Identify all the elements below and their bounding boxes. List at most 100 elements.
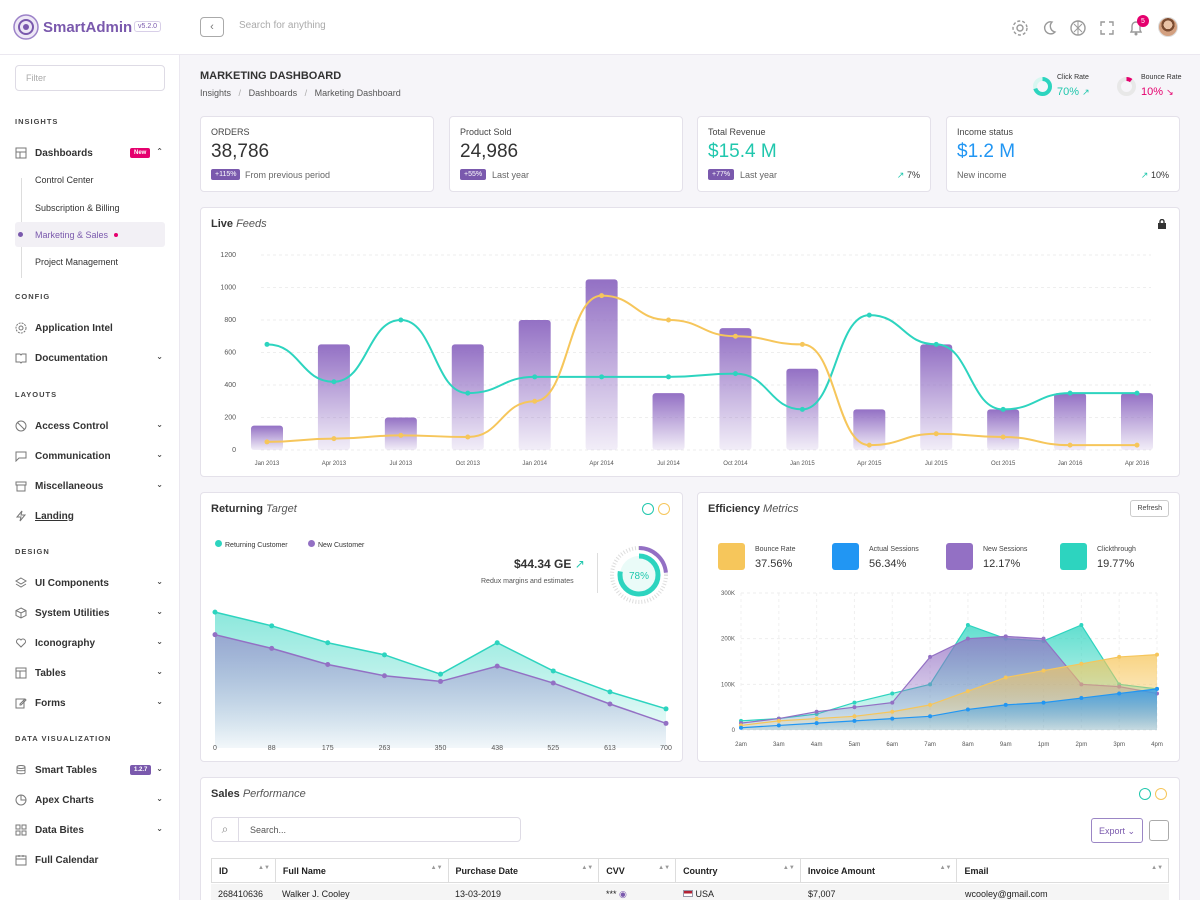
data-point[interactable]: [732, 371, 738, 377]
data-point[interactable]: [465, 390, 471, 396]
chevron-down-icon[interactable]: ⌄: [156, 450, 163, 459]
refresh-button[interactable]: Refresh: [1130, 500, 1169, 517]
data-point[interactable]: [1079, 661, 1084, 666]
column-country[interactable]: Country ▲▼: [676, 859, 801, 882]
data-point[interactable]: [814, 716, 819, 721]
chevron-down-icon[interactable]: ⌄: [156, 697, 163, 706]
data-point[interactable]: [1003, 702, 1008, 707]
column-full-name[interactable]: Full Name ▲▼: [276, 859, 449, 882]
aperture-icon[interactable]: [1068, 18, 1088, 38]
bar[interactable]: [1054, 393, 1087, 450]
settings-button[interactable]: [1155, 788, 1167, 800]
data-point[interactable]: [1134, 390, 1140, 396]
chevron-down-icon[interactable]: ⌄: [156, 637, 163, 646]
data-point[interactable]: [866, 312, 872, 318]
data-point[interactable]: [928, 654, 933, 659]
data-point[interactable]: [965, 707, 970, 712]
data-point[interactable]: [799, 341, 805, 347]
data-point[interactable]: [732, 333, 738, 339]
data-point[interactable]: [776, 718, 781, 723]
data-point[interactable]: [739, 725, 743, 730]
fullscreen-icon[interactable]: [1097, 18, 1117, 38]
sidebar-item-control-center[interactable]: Control Center: [35, 175, 94, 185]
bell-icon[interactable]: [1126, 18, 1146, 38]
data-point[interactable]: [965, 689, 970, 694]
sidebar-item-marketing[interactable]: Marketing & Sales: [35, 230, 109, 240]
data-point[interactable]: [532, 398, 538, 404]
sidebar-item-miscellaneous[interactable]: Miscellaneous ⌄: [15, 475, 165, 497]
bar[interactable]: [451, 344, 484, 450]
data-point[interactable]: [965, 622, 970, 627]
collapse-sidebar-button[interactable]: ‹: [200, 17, 224, 37]
data-point[interactable]: [933, 341, 939, 347]
data-point[interactable]: [599, 374, 605, 380]
bar[interactable]: [719, 328, 752, 450]
data-point[interactable]: [331, 436, 337, 442]
table-row[interactable]: 268410636 Walker J. Cooley 13-03-2019 **…: [211, 884, 1169, 900]
data-point[interactable]: [1041, 636, 1046, 641]
data-point[interactable]: [1000, 434, 1006, 440]
logo-icon[interactable]: [12, 13, 40, 41]
data-point[interactable]: [890, 700, 895, 705]
data-point[interactable]: [532, 374, 538, 380]
data-point[interactable]: [1041, 700, 1046, 705]
column-id[interactable]: ID ▲▼: [212, 859, 276, 882]
data-point[interactable]: [550, 680, 556, 686]
lock-icon[interactable]: [1157, 219, 1167, 230]
data-point[interactable]: [1003, 634, 1008, 639]
data-point[interactable]: [933, 431, 939, 437]
settings-button[interactable]: [658, 503, 670, 515]
data-point[interactable]: [814, 721, 819, 726]
sidebar-item-documentation[interactable]: Documentation ⌄: [15, 347, 165, 369]
sidebar-item-ui-components[interactable]: UI Components ⌄: [15, 572, 165, 594]
data-point[interactable]: [928, 702, 933, 707]
chevron-up-icon[interactable]: ⌃: [156, 147, 163, 156]
sidebar-item-subscription[interactable]: Subscription & Billing: [35, 203, 120, 213]
bar[interactable]: [920, 344, 953, 450]
data-point[interactable]: [666, 374, 672, 380]
bar[interactable]: [518, 320, 551, 450]
data-point[interactable]: [331, 379, 337, 385]
sidebar-item-full-calendar[interactable]: Full Calendar: [15, 849, 165, 871]
chevron-down-icon[interactable]: ⌄: [156, 667, 163, 676]
column-purchase-date[interactable]: Purchase Date ▲▼: [449, 859, 600, 882]
bar[interactable]: [1121, 393, 1153, 450]
data-point[interactable]: [1079, 622, 1084, 627]
data-point[interactable]: [599, 293, 605, 299]
data-point[interactable]: [1117, 691, 1122, 696]
sidebar-item-access-control[interactable]: Access Control ⌄: [15, 415, 165, 437]
data-point[interactable]: [890, 691, 895, 696]
sidebar-item-project[interactable]: Project Management: [35, 257, 119, 267]
printer-icon[interactable]: [1149, 820, 1169, 841]
sidebar-item-communication[interactable]: Communication ⌄: [15, 445, 165, 467]
chevron-down-icon[interactable]: ⌄: [156, 764, 163, 773]
data-point[interactable]: [438, 671, 443, 677]
data-point[interactable]: [1003, 675, 1008, 680]
data-point[interactable]: [438, 678, 443, 684]
data-point[interactable]: [799, 406, 805, 412]
chevron-down-icon[interactable]: ⌄: [156, 480, 163, 489]
data-point[interactable]: [264, 439, 270, 445]
brand-name[interactable]: SmartAdmin: [43, 19, 133, 36]
bar[interactable]: [987, 409, 1020, 450]
bar[interactable]: [585, 279, 618, 450]
chevron-down-icon[interactable]: ⌄: [156, 794, 163, 803]
data-point[interactable]: [663, 706, 669, 712]
table-search-input[interactable]: ⌕ Search...: [211, 817, 521, 842]
avatar[interactable]: [1158, 17, 1178, 37]
data-point[interactable]: [852, 718, 857, 723]
data-point[interactable]: [852, 700, 857, 705]
column-email[interactable]: Email ▲▼: [964, 865, 1164, 876]
chevron-down-icon[interactable]: ⌄: [156, 607, 163, 616]
data-point[interactable]: [890, 716, 895, 721]
data-point[interactable]: [269, 645, 275, 651]
chevron-down-icon[interactable]: ⌄: [156, 577, 163, 586]
data-point[interactable]: [325, 640, 331, 646]
sidebar-item-application-intel[interactable]: Application Intel: [15, 317, 165, 339]
sidebar-item-data-bites[interactable]: Data Bites ⌄: [15, 819, 165, 841]
sidebar-item-smart-tables[interactable]: Smart Tables 1.2.7 ⌄: [15, 759, 165, 781]
data-point[interactable]: [269, 623, 275, 629]
chevron-down-icon[interactable]: ⌄: [156, 420, 163, 429]
sidebar-filter-input[interactable]: Filter: [15, 65, 165, 91]
data-point[interactable]: [212, 609, 218, 615]
